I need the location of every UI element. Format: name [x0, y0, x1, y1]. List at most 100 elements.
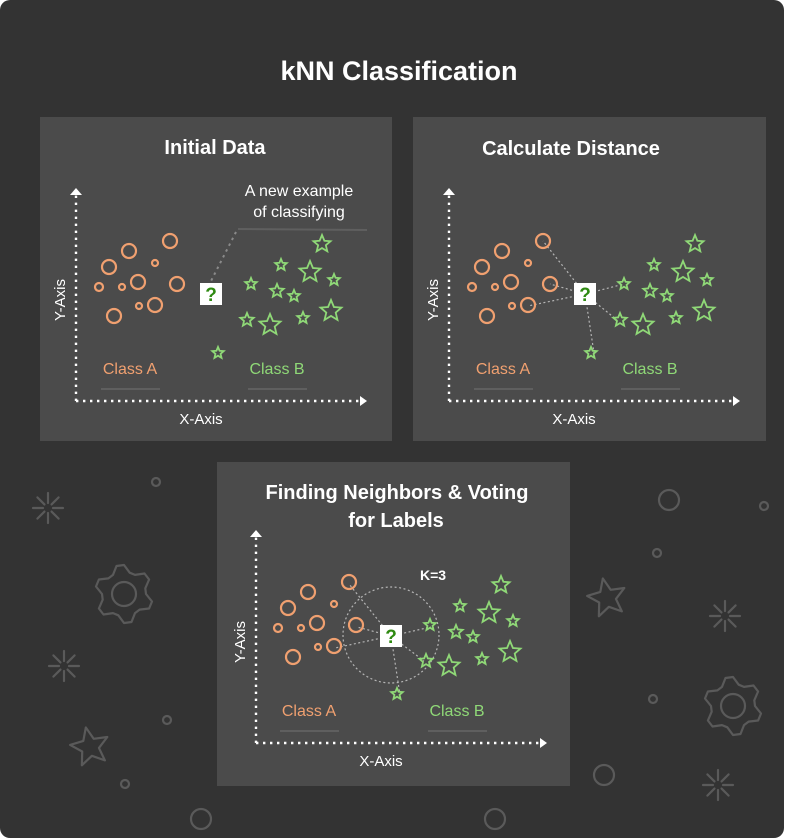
annotation-leader-line: [210, 231, 237, 282]
class-a-point: [523, 258, 533, 268]
class-b-point: [505, 612, 521, 628]
neighbor-radius-circle: [342, 586, 440, 684]
class-b-point: [422, 616, 438, 632]
sparkle-decoration-icon: [31, 491, 65, 525]
class-a-point: [490, 282, 500, 292]
class-b-point: [670, 258, 696, 283]
panel-title: Calculate Distance: [482, 138, 660, 160]
class-a-point: [308, 614, 326, 632]
class-a-point: [105, 307, 123, 325]
ring-decoration-icon: [592, 763, 616, 787]
class-b-point: [447, 622, 465, 640]
x-axis-label: X-Axis: [179, 411, 222, 428]
class-a-point: [284, 648, 302, 666]
class-a-point: [541, 275, 559, 293]
class-a-point: [120, 242, 138, 260]
ring-small-decoration-icon: [119, 778, 131, 790]
class-a-label: Class A: [282, 703, 337, 720]
class-b-point: [389, 685, 405, 701]
x-axis-arrow-icon: [733, 396, 740, 406]
x-axis-label: X-Axis: [359, 753, 402, 770]
ring-small-decoration-icon: [647, 693, 659, 705]
ring-small-decoration-icon: [161, 714, 173, 726]
x-axis-arrow-icon: [360, 396, 367, 406]
class-b-point: [417, 651, 435, 669]
distance-line: [348, 583, 392, 637]
class-a-point: [534, 232, 552, 250]
ring-decoration-icon: [657, 488, 681, 512]
data-points: [272, 573, 523, 701]
class-a-point: [146, 296, 164, 314]
main-title: kNN Classification: [280, 56, 517, 86]
sparkle-decoration-icon: [708, 599, 742, 633]
y-axis-arrow-icon: [443, 188, 455, 195]
class-b-point: [699, 271, 715, 287]
class-b-point: [318, 297, 344, 322]
class-b-point: [273, 256, 289, 272]
class-a-point: [299, 583, 317, 601]
unknown-example-marker: ?: [200, 283, 222, 306]
class-a-point: [325, 637, 343, 655]
class-a-point: [279, 599, 297, 617]
axes: X-Axis Y-Axis Class A Class B: [52, 188, 367, 428]
class-a-point: [161, 232, 179, 250]
class-b-point: [243, 275, 259, 291]
class-a-point: [466, 281, 478, 293]
class-b-point: [476, 599, 502, 624]
class-a-point: [478, 307, 496, 325]
question-mark-icon: ?: [579, 285, 591, 306]
class-b-point: [465, 628, 481, 644]
class-a-point: [129, 273, 147, 291]
star-decoration-icon: [69, 726, 109, 767]
class-a-point: [117, 282, 127, 292]
y-axis-label: Y-Axis: [232, 621, 249, 663]
class-b-point: [286, 287, 302, 303]
class-b-point: [630, 311, 656, 336]
class-a-point: [296, 623, 306, 633]
class-a-point: [502, 273, 520, 291]
y-axis-arrow-icon: [250, 530, 262, 537]
axes: X-Axis Y-Axis Class A Class B: [425, 188, 740, 428]
class-b-point: [659, 287, 675, 303]
question-box: [574, 283, 596, 305]
annotation-line-2: of classifying: [253, 204, 345, 221]
data-points: [93, 232, 344, 360]
y-axis-arrow-icon: [70, 188, 82, 195]
class-a-point: [134, 301, 144, 311]
unknown-example-marker: ?: [574, 283, 596, 306]
question-box: [200, 283, 222, 305]
panel-finding-neighbors: Finding Neighbors & Voting for Labels K=…: [217, 462, 570, 786]
annotation-line-1: A new example: [245, 183, 354, 200]
panel-background: [40, 117, 392, 441]
sparkle-decoration-icon: [701, 768, 735, 802]
x-axis-label: X-Axis: [552, 411, 595, 428]
class-b-point: [583, 344, 599, 360]
panel-title: Initial Data: [164, 137, 266, 159]
ring-small-decoration-icon: [651, 547, 663, 559]
class-a-point: [329, 599, 339, 609]
class-b-point: [668, 309, 684, 325]
class-a-point: [340, 573, 358, 591]
class-b-point: [691, 297, 717, 322]
class-b-point: [684, 232, 706, 254]
class-b-point: [311, 232, 333, 254]
class-a-point: [93, 281, 105, 293]
ring-small-decoration-icon: [758, 500, 770, 512]
star-decoration-icon: [586, 577, 626, 618]
class-b-label: Class B: [249, 361, 304, 378]
x-axis-arrow-icon: [540, 738, 547, 748]
class-b-point: [268, 281, 286, 299]
data-points: [466, 232, 717, 360]
question-mark-icon: ?: [385, 627, 397, 648]
class-b-point: [295, 309, 311, 325]
annotation-underline: [237, 228, 368, 231]
class-b-point: [210, 344, 226, 360]
sparkle-decoration-icon: [47, 649, 81, 683]
class-b-point: [436, 652, 462, 677]
ring-decoration-icon: [189, 807, 213, 831]
ring-small-decoration-icon: [150, 476, 162, 488]
class-b-point: [238, 310, 256, 328]
class-b-point: [257, 311, 283, 336]
